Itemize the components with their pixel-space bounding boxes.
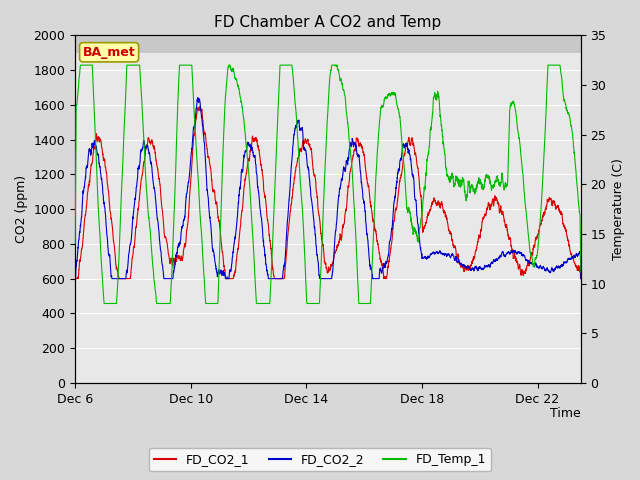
Bar (75, 36, 581, 53)
Title: FD Chamber A CO2 and Temp: FD Chamber A CO2 and Temp (214, 15, 442, 30)
Y-axis label: Temperature (C): Temperature (C) (612, 158, 625, 260)
Y-axis label: CO2 (ppm): CO2 (ppm) (15, 175, 28, 243)
Legend: FD_CO2_1, FD_CO2_2, FD_Temp_1: FD_CO2_1, FD_CO2_2, FD_Temp_1 (148, 448, 492, 471)
Text: Time: Time (550, 407, 581, 420)
Text: BA_met: BA_met (83, 46, 136, 59)
